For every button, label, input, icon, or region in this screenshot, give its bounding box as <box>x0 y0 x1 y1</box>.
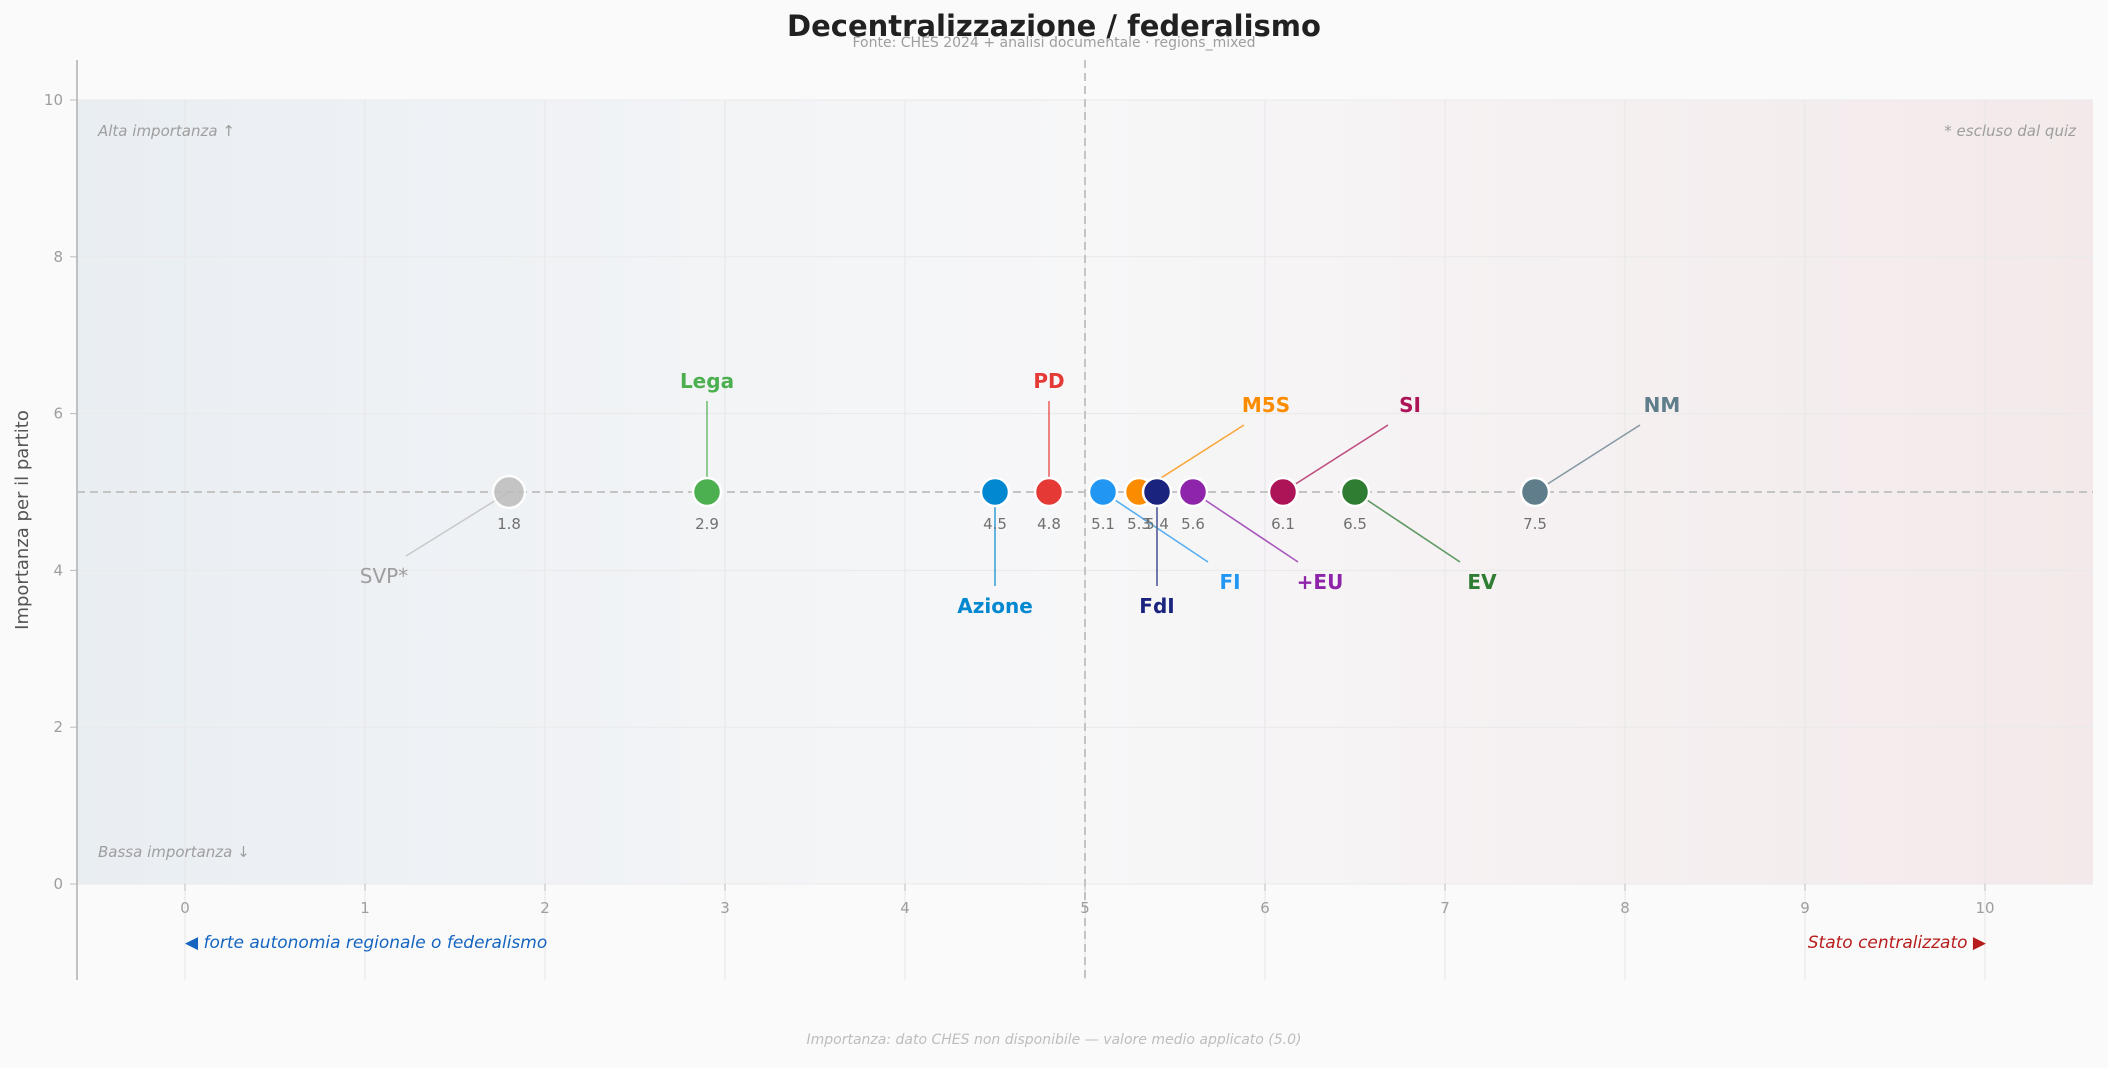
data-points <box>491 474 1551 510</box>
x-tick-label: 5 <box>1080 899 1090 917</box>
value-label: 7.5 <box>1523 515 1547 533</box>
footnote: Importanza: dato CHES non disponibile — … <box>807 1032 1302 1048</box>
party-label: FdI <box>1139 594 1174 618</box>
leader-line <box>1102 491 1209 563</box>
tick-labels: 0 1 2 3 4 5 6 7 8 9 10 0 2 4 6 8 10 <box>44 91 1995 917</box>
party-label: SI <box>1399 393 1421 417</box>
x-tick-label: 0 <box>180 899 190 917</box>
value-label: 5.1 <box>1091 515 1115 533</box>
data-point <box>979 476 1011 508</box>
x-tick-label: 9 <box>1800 899 1810 917</box>
party-label: PD <box>1033 369 1064 393</box>
y-tick-label: 2 <box>53 718 63 736</box>
data-point <box>1033 476 1065 508</box>
y-axis-label: Importanza per il partito <box>12 410 33 630</box>
value-label: 6.5 <box>1343 515 1367 533</box>
axis-pole-left: ◀ forte autonomia regionale o federalism… <box>185 933 547 953</box>
x-tick-label: 6 <box>1260 899 1270 917</box>
y-tick-label: 8 <box>53 248 63 266</box>
data-point <box>1339 476 1371 508</box>
y-tick-label: 4 <box>53 561 63 579</box>
value-label: 2.9 <box>695 515 719 533</box>
x-tick-label: 7 <box>1440 899 1450 917</box>
value-label: 5.6 <box>1181 515 1205 533</box>
axis-pole-right: Stato centralizzato ▶ <box>1808 933 1987 953</box>
party-label: NM <box>1644 393 1681 417</box>
party-label: FI <box>1219 570 1240 594</box>
value-label: 5.3 <box>1127 515 1151 533</box>
y-tick-label: 0 <box>53 875 63 893</box>
leader-line <box>1534 424 1641 493</box>
point-labels: 1.8 SVP* 2.9 Lega 4.5 Azione 4.8 PD 5.1 FI 5.3 M5S 5… <box>360 369 1681 618</box>
value-label: 4.8 <box>1037 515 1061 533</box>
leader-line <box>1282 424 1389 493</box>
x-tick-label: 4 <box>900 899 910 917</box>
corner-label-top-left: Alta importanza ↑ <box>97 122 235 140</box>
x-tick-label: 8 <box>1620 899 1630 917</box>
data-point <box>1141 476 1173 508</box>
party-label: EV <box>1467 570 1497 594</box>
party-label: SVP* <box>360 564 408 588</box>
leader-line <box>1192 491 1299 563</box>
corner-label-bottom-left: Bassa importanza ↓ <box>98 843 250 861</box>
reference-lines <box>77 60 2093 980</box>
party-label: M5S <box>1242 393 1290 417</box>
y-tick-label: 6 <box>53 405 63 423</box>
data-point <box>1087 476 1119 508</box>
value-label: 5.4 <box>1145 515 1169 533</box>
leader-line <box>405 491 510 557</box>
chart-title: Decentralizzazione / federalismo <box>787 9 1321 43</box>
x-tick-label: 10 <box>1975 899 1994 917</box>
x-tick-label: 3 <box>720 899 730 917</box>
data-point <box>1267 476 1299 508</box>
x-tick-label: 2 <box>540 899 550 917</box>
axes <box>70 60 1986 980</box>
leader-line <box>1354 491 1461 563</box>
value-label: 4.5 <box>983 515 1007 533</box>
value-label: 1.8 <box>497 515 521 533</box>
party-label: Azione <box>957 594 1033 618</box>
data-point <box>491 474 527 510</box>
y-tick-label: 10 <box>44 91 63 109</box>
corner-label-top-right: * escluso dal quiz <box>1944 122 2077 140</box>
data-point <box>1177 476 1209 508</box>
party-label: Lega <box>680 369 734 393</box>
data-point <box>691 476 723 508</box>
data-point <box>1519 476 1551 508</box>
chart-subtitle: Fonte: CHES 2024 + analisi documentale ·… <box>853 35 1256 51</box>
party-label: +EU <box>1297 570 1344 594</box>
value-label: 6.1 <box>1271 515 1295 533</box>
x-tick-label: 1 <box>360 899 370 917</box>
